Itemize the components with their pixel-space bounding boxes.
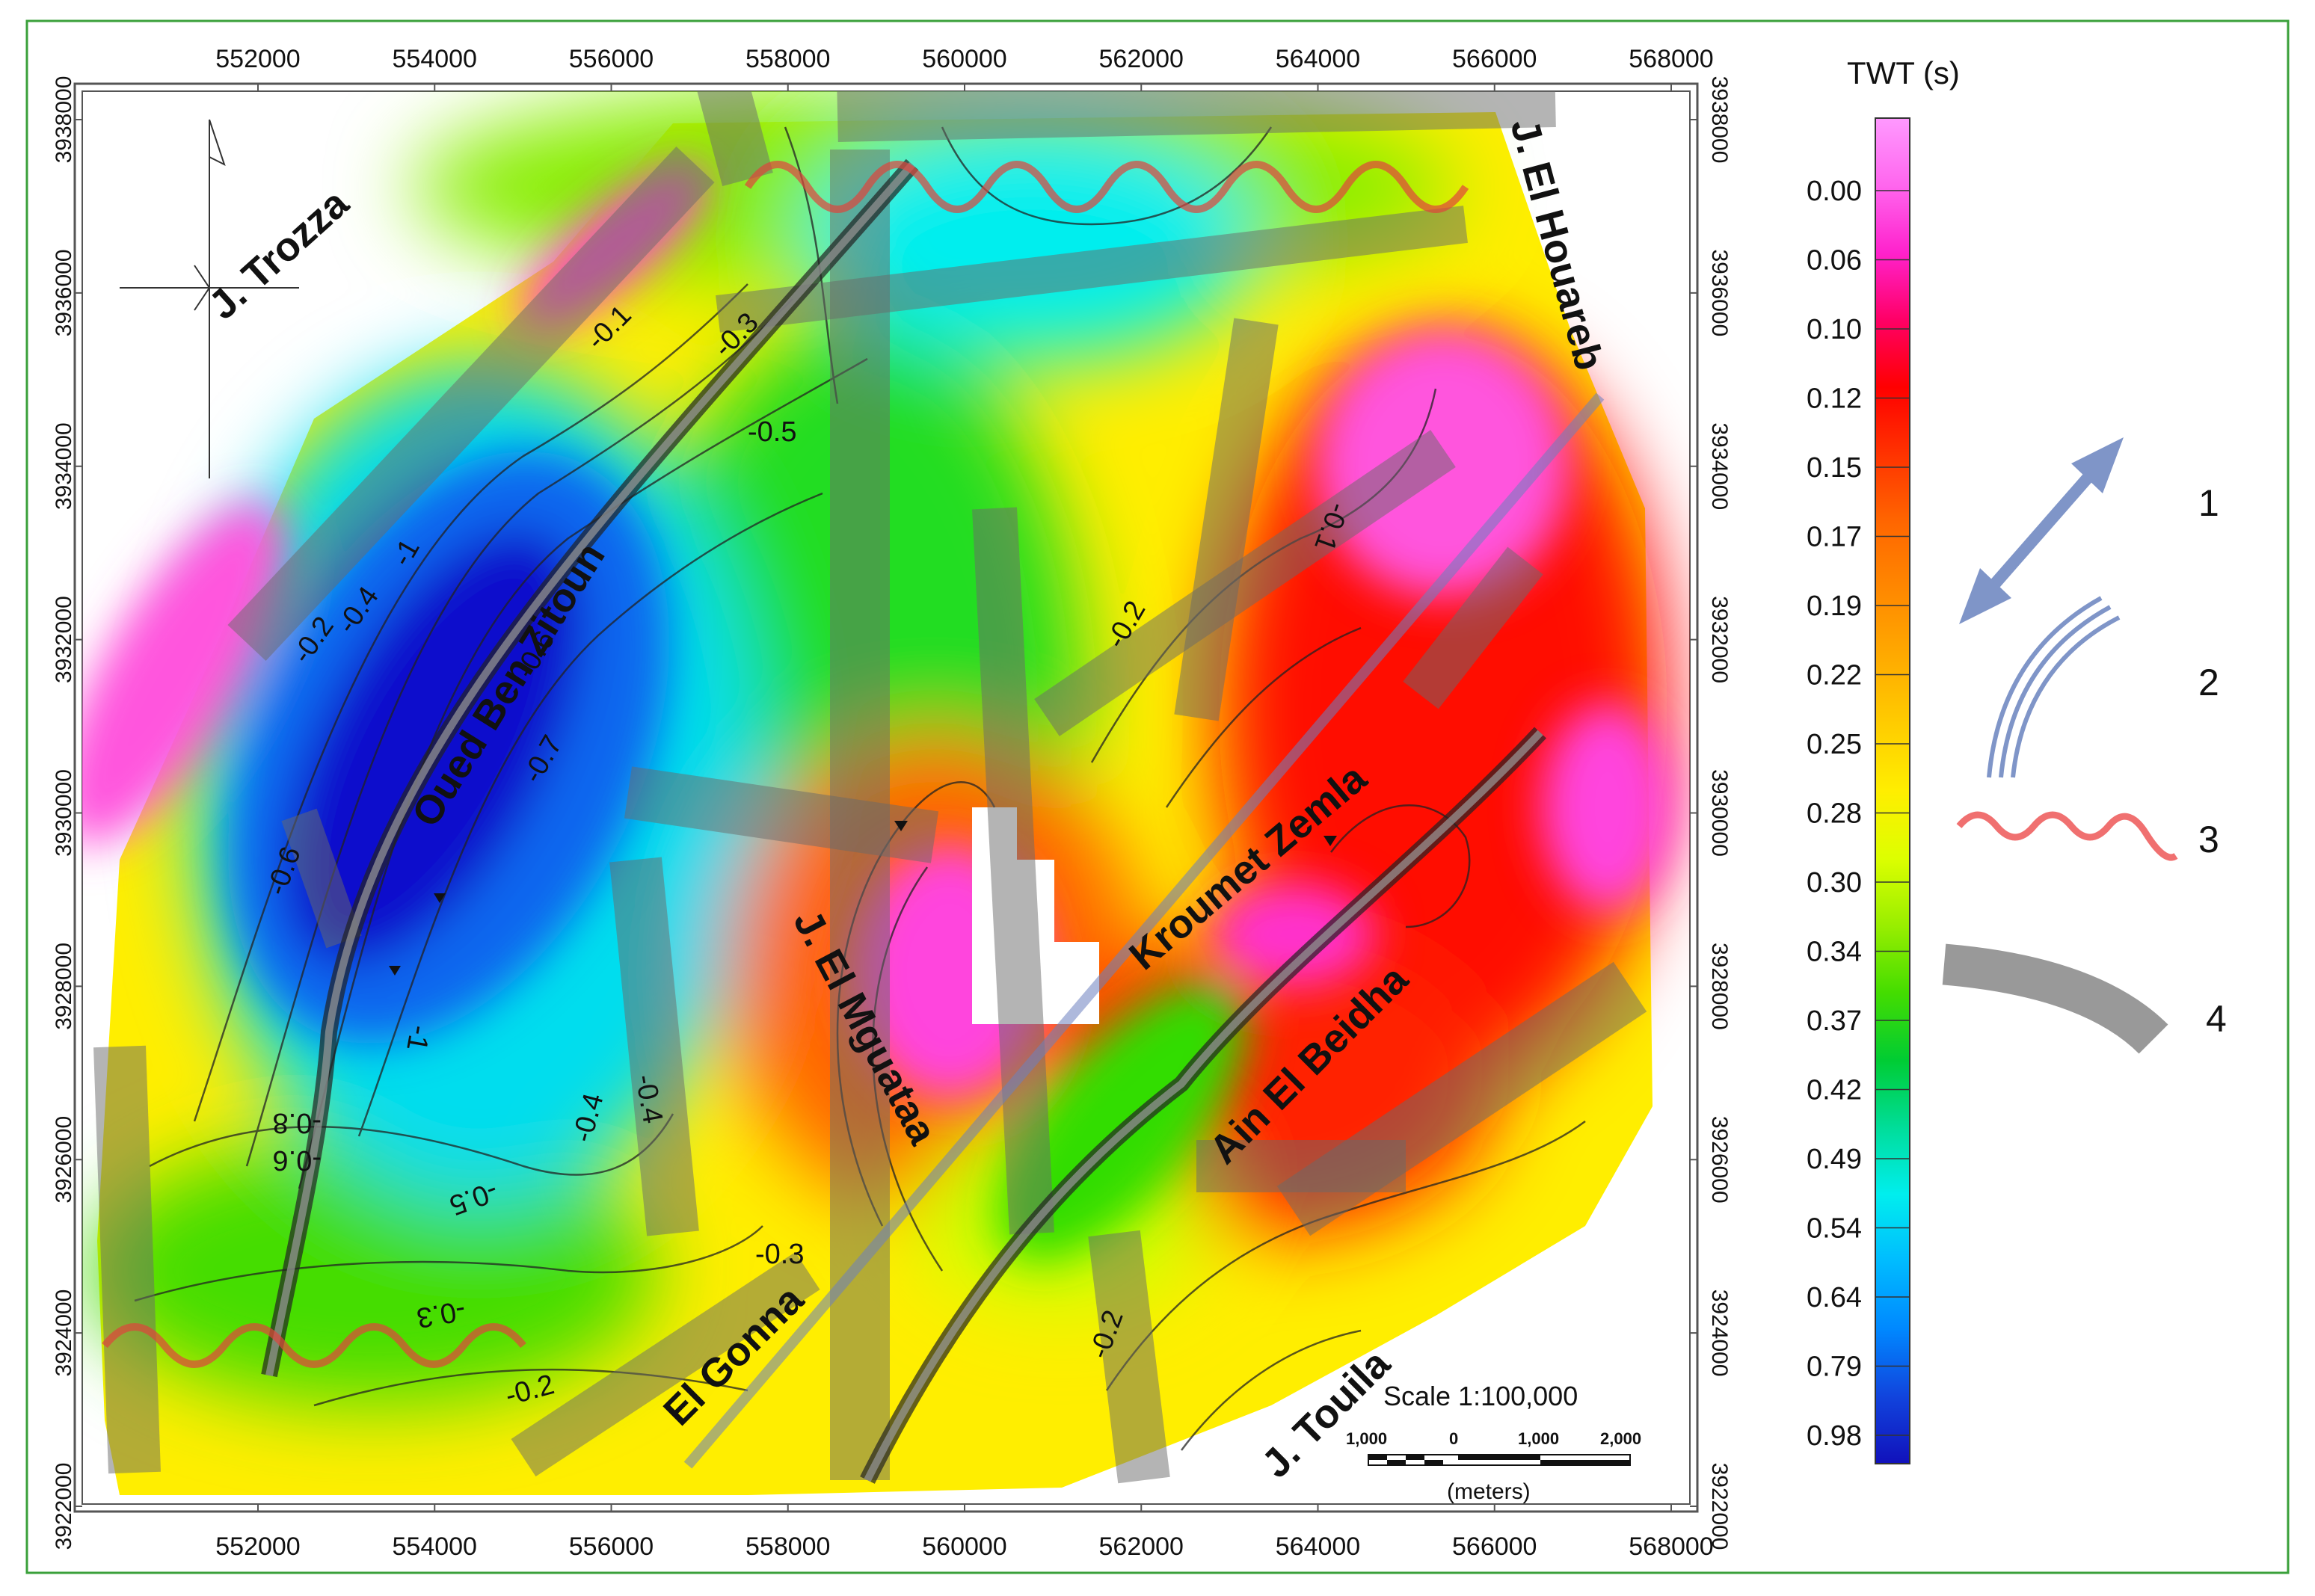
y-tick-label: 3934000 (1707, 422, 1732, 510)
y-tick-label: 3930000 (1707, 769, 1732, 857)
y-tick-label: 3932000 (1707, 596, 1732, 683)
contour-label: -0.5 (748, 416, 796, 448)
legend-value: 0.28 (1807, 798, 1862, 830)
y-tick-label: 3928000 (1707, 943, 1732, 1030)
y-tick-label: 3936000 (52, 249, 76, 336)
x-tick-label: 566000 (1452, 45, 1537, 73)
contour-label: -0.3 (755, 1239, 804, 1270)
legend-value: 0.19 (1807, 591, 1862, 622)
x-tick-label: 566000 (1452, 1532, 1537, 1561)
x-tick-label: 562000 (1099, 45, 1184, 73)
x-tick-label: 568000 (1629, 45, 1713, 73)
legend-value: 0.10 (1807, 314, 1862, 345)
x-tick-label: 552000 (215, 1532, 300, 1561)
legend-value: 0.25 (1807, 729, 1862, 760)
contour-label: -0.6 (273, 1144, 322, 1176)
unconformity-lines (102, 161, 1469, 1368)
x-tick-label: 560000 (922, 45, 1006, 73)
x-tick-label: 556000 (569, 1532, 654, 1561)
y-tick-label: 3936000 (1707, 249, 1732, 336)
legend-title: TWT (s) (1847, 55, 1960, 90)
legend-value: 0.49 (1807, 1144, 1862, 1175)
scale-label: 1,000 (1518, 1429, 1559, 1448)
double-arrow-icon (1959, 437, 2124, 624)
y-tick-label: 3932000 (52, 596, 76, 683)
y-tick-label: 3928000 (52, 943, 76, 1030)
legend-value: 0.12 (1807, 383, 1862, 415)
triple-line-icon (1987, 596, 2121, 778)
x-tick-label: 558000 (745, 1532, 830, 1561)
legend-value: 0.37 (1807, 1005, 1862, 1037)
legend-item-number: 4 (2206, 998, 2227, 1040)
y-tick-label: 3926000 (1707, 1116, 1732, 1204)
x-axis-top: 552000 554000 556000 558000 560000 562000 5640… (215, 45, 1714, 91)
scale-label: 0 (1449, 1429, 1458, 1448)
colour-ramp (1875, 117, 1910, 1464)
y-tick-label: 3924000 (52, 1290, 76, 1377)
label-j-trozza: J. Trozza (200, 180, 357, 328)
legend-value: 0.17 (1807, 522, 1862, 553)
x-tick-label: 558000 (745, 45, 830, 73)
y-tick-label: 3938000 (52, 76, 76, 164)
legend-value: 0.22 (1807, 660, 1862, 691)
fault-triple-lines (261, 158, 1547, 1484)
contour-label: -1 (400, 1023, 435, 1053)
north-arrow (120, 119, 299, 478)
legend-value: 0.42 (1807, 1075, 1862, 1106)
legend-value: 0.00 (1807, 176, 1862, 207)
legend-value: 0.34 (1807, 937, 1862, 968)
x-tick-label: 554000 (393, 45, 477, 73)
outer-border (25, 19, 2290, 1574)
extension-axes (683, 392, 1605, 1469)
y-tick-label: 3930000 (52, 769, 76, 857)
blob-magenta-east (1211, 882, 1376, 987)
legend-value: 0.30 (1807, 867, 1862, 899)
legend-value: 0.15 (1807, 452, 1862, 484)
x-tick-label: 560000 (922, 1532, 1006, 1561)
blob-magenta-west (82, 501, 286, 845)
y-tick-label: 3934000 (52, 422, 76, 510)
scale-label: 1,000 (1346, 1429, 1387, 1448)
scale-label: 2,000 (1600, 1429, 1641, 1448)
legend-value: 0.64 (1807, 1282, 1862, 1313)
legend-item-number: 3 (2198, 819, 2219, 860)
x-tick-label: 568000 (1629, 1532, 1713, 1561)
y-tick-label: 3922000 (52, 1463, 76, 1550)
y-axis-left: 3938000 3936000 3934000 3932000 3930000 39280… (52, 76, 82, 1550)
legend-value: 0.54 (1807, 1213, 1862, 1245)
scale-numbers: 1,000 0 1,000 2,000 (1346, 1429, 1641, 1448)
x-tick-label: 564000 (1276, 1532, 1360, 1561)
x-tick-label: 564000 (1276, 45, 1360, 73)
blob-magenta-far-east (1540, 703, 1675, 912)
y-axis-right: 3938000 3936000 3934000 3932000 3930000 39280… (1690, 76, 1732, 1550)
twt-map (82, 91, 1675, 1495)
x-axis-bottom: 552000 554000 556000 558000 560000 562000 5640… (215, 1504, 1714, 1561)
x-tick-label: 554000 (393, 1532, 477, 1561)
y-tick-label: 3926000 (52, 1116, 76, 1204)
legend-values: 0.00 0.06 0.10 0.12 0.15 0.17 0.19 0.22 0.25 0.28… (1807, 176, 1910, 1452)
colour-legend: TWT (s) 0.00 0.06 0.10 0.12 0.15 0.17 0.19 0.22… (1807, 55, 1960, 1464)
scale-bar: Scale 1:100,000 1,000 0 1,000 2,000 (met… (1346, 1381, 1641, 1504)
wavy-line-icon (1956, 811, 2178, 861)
y-tick-label: 3924000 (1707, 1290, 1732, 1377)
y-tick-label: 3922000 (1707, 1463, 1732, 1550)
x-tick-label: 556000 (569, 45, 654, 73)
symbol-legend: 1 2 3 4 (1942, 437, 2227, 1054)
legend-value: 0.79 (1807, 1352, 1862, 1383)
legend-value: 0.98 (1807, 1420, 1862, 1452)
scale-unit: (meters) (1447, 1479, 1531, 1504)
y-tick-label: 3938000 (1707, 76, 1732, 164)
x-tick-label: 562000 (1099, 1532, 1184, 1561)
scale-title: Scale 1:100,000 (1383, 1381, 1578, 1411)
legend-item-number: 2 (2198, 662, 2219, 703)
x-tick-label: 552000 (215, 45, 300, 73)
legend-value: 0.06 (1807, 245, 1862, 277)
thick-band-icon (1942, 943, 2168, 1054)
contour-label: -0.8 (273, 1107, 322, 1139)
triangle-markers (389, 821, 1337, 976)
map-frame-outer (73, 82, 1699, 1513)
legend-item-number: 1 (2198, 482, 2219, 524)
